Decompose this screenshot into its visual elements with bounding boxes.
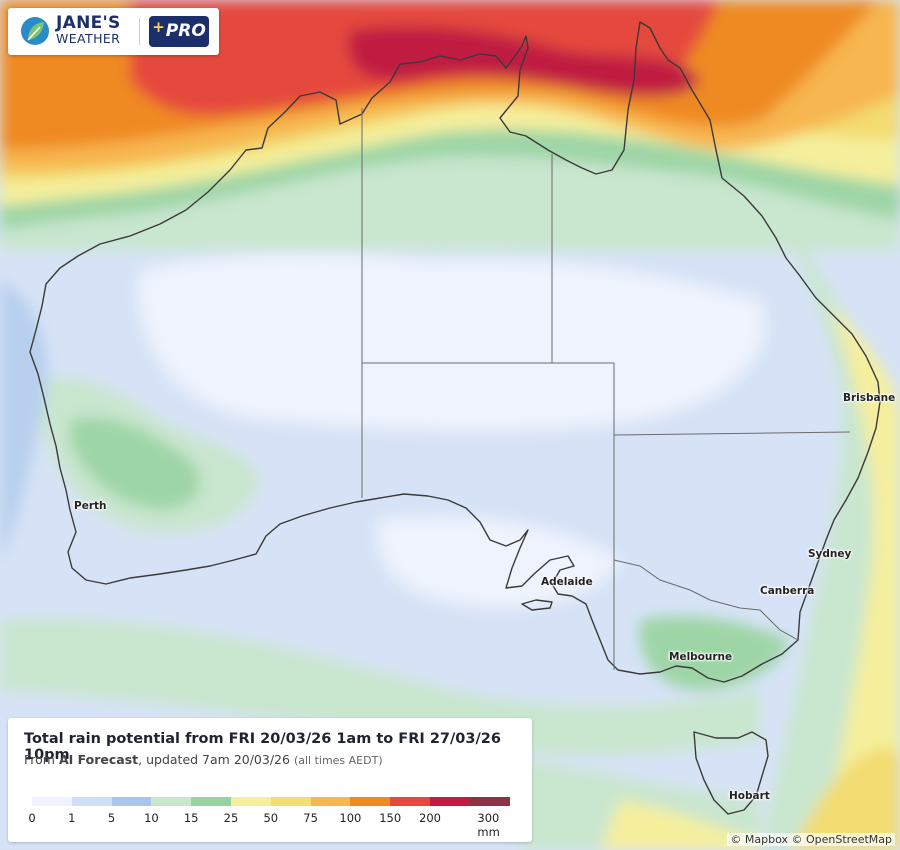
legend-scale-label-2: 5 [107, 811, 116, 825]
legend-scale-label-10: 200 [419, 811, 441, 825]
legend-swatch-7 [310, 797, 351, 806]
legend-scale-label-8: 100 [339, 811, 362, 825]
pro-plus-icon: + [152, 18, 165, 36]
legend-scale-label-5: 25 [223, 811, 239, 825]
city-label-perth: Perth [74, 500, 107, 512]
legend-scale-label-6: 50 [263, 811, 279, 825]
legend-color-scale [32, 797, 510, 806]
legend-scale-label-1: 1 [68, 811, 76, 825]
city-label-hobart: Hobart [729, 790, 770, 802]
legend-scale-label-9: 150 [379, 811, 402, 825]
rain-legend: Total rain potential from FRI 20/03/26 1… [8, 718, 532, 842]
legend-scale-label-4: 15 [183, 811, 199, 825]
legend-swatch-4 [191, 797, 231, 806]
legend-swatch-5 [230, 797, 271, 806]
brand-name-line2: WEATHER [56, 31, 121, 46]
legend-scale-label-0: 0 [28, 811, 36, 825]
brand-name: JANE'S WEATHER [56, 15, 121, 47]
pro-label: PRO [165, 21, 206, 41]
legend-scale-labels: 0 1 5 10 15 25 50 75 100 150 200 300 mm [8, 811, 532, 839]
map-attribution[interactable]: © Mapbox © OpenStreetMap [727, 833, 895, 846]
brand-logo[interactable]: JANE'S WEATHER +PRO [8, 8, 219, 55]
legend-swatch-9 [390, 797, 430, 806]
legend-swatch-6 [270, 797, 311, 806]
city-label-melbourne: Melbourne [669, 651, 733, 663]
legend-scale-label-7: 75 [303, 811, 318, 825]
city-label-canberra: Canberra [760, 585, 815, 597]
city-label-brisbane: Brisbane [843, 392, 896, 404]
brand-name-line1: JANE'S [56, 13, 121, 33]
legend-scale-label-11: 300 mm [477, 811, 500, 839]
legend-timezone: (all times AEDT) [293, 754, 383, 767]
legend-swatch-10 [429, 797, 470, 806]
legend-from: From [24, 752, 59, 767]
legend-swatch-3 [151, 797, 192, 806]
pro-badge[interactable]: +PRO [149, 16, 209, 47]
brand-leaf-icon [21, 17, 49, 45]
legend-swatch-0 [32, 797, 72, 806]
legend-updated: , updated 7am 20/03/26 [138, 752, 294, 767]
legend-swatch-11 [469, 797, 510, 806]
legend-scale-label-3: 10 [144, 811, 159, 825]
logo-divider [139, 18, 140, 45]
city-label-adelaide: Adelaide [541, 576, 593, 588]
legend-swatch-2 [111, 797, 152, 806]
legend-swatch-1 [71, 797, 112, 806]
legend-subtitle: From AI Forecast, updated 7am 20/03/26 (… [24, 752, 383, 767]
legend-title: Total rain potential from FRI 20/03/26 1… [24, 731, 501, 763]
city-label-sydney: Sydney [808, 548, 852, 560]
legend-swatch-8 [350, 797, 391, 806]
legend-source: AI Forecast [58, 752, 139, 767]
